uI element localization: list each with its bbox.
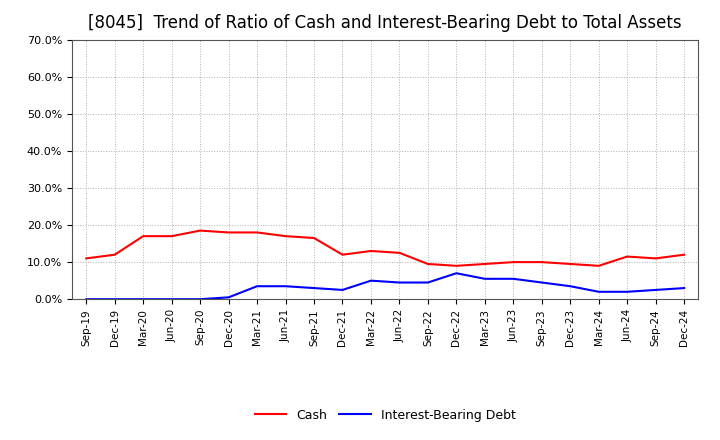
Cash [480, 261, 489, 267]
Interest-Bearing Debt [139, 297, 148, 302]
Cash [566, 261, 575, 267]
Interest-Bearing Debt [452, 271, 461, 276]
Interest-Bearing Debt [253, 284, 261, 289]
Interest-Bearing Debt [623, 289, 631, 294]
Title: [8045]  Trend of Ratio of Cash and Interest-Bearing Debt to Total Assets: [8045] Trend of Ratio of Cash and Intere… [89, 15, 682, 33]
Interest-Bearing Debt [196, 297, 204, 302]
Cash [680, 252, 688, 257]
Cash [338, 252, 347, 257]
Interest-Bearing Debt [395, 280, 404, 285]
Cash [366, 248, 375, 253]
Cash [423, 261, 432, 267]
Cash [282, 234, 290, 239]
Cash [652, 256, 660, 261]
Legend: Cash, Interest-Bearing Debt: Cash, Interest-Bearing Debt [248, 403, 522, 428]
Interest-Bearing Debt [537, 280, 546, 285]
Cash [253, 230, 261, 235]
Interest-Bearing Debt [225, 295, 233, 300]
Cash [167, 234, 176, 239]
Interest-Bearing Debt [338, 287, 347, 293]
Interest-Bearing Debt [82, 297, 91, 302]
Line: Cash: Cash [86, 231, 684, 266]
Cash [623, 254, 631, 259]
Cash [82, 256, 91, 261]
Interest-Bearing Debt [595, 289, 603, 294]
Cash [509, 260, 518, 265]
Interest-Bearing Debt [282, 284, 290, 289]
Interest-Bearing Debt [680, 286, 688, 291]
Interest-Bearing Debt [366, 278, 375, 283]
Interest-Bearing Debt [509, 276, 518, 282]
Cash [196, 228, 204, 233]
Interest-Bearing Debt [652, 287, 660, 293]
Cash [595, 263, 603, 268]
Line: Interest-Bearing Debt: Interest-Bearing Debt [86, 273, 684, 299]
Cash [139, 234, 148, 239]
Cash [395, 250, 404, 256]
Cash [110, 252, 119, 257]
Cash [225, 230, 233, 235]
Interest-Bearing Debt [566, 284, 575, 289]
Interest-Bearing Debt [480, 276, 489, 282]
Interest-Bearing Debt [423, 280, 432, 285]
Interest-Bearing Debt [110, 297, 119, 302]
Interest-Bearing Debt [167, 297, 176, 302]
Interest-Bearing Debt [310, 286, 318, 291]
Cash [452, 263, 461, 268]
Cash [537, 260, 546, 265]
Cash [310, 235, 318, 241]
